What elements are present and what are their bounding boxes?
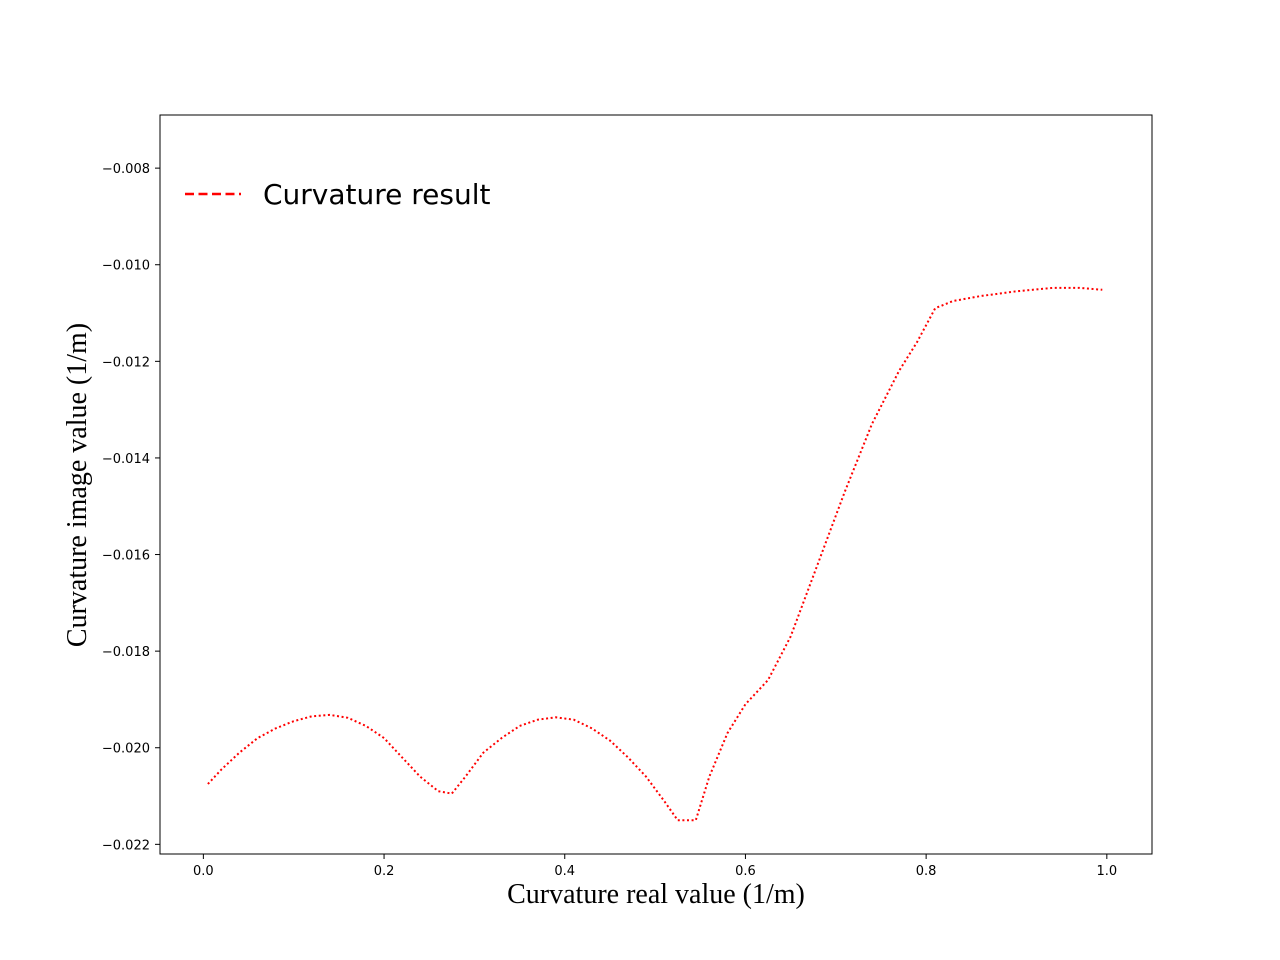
y-tick-label: −0.016 — [102, 549, 150, 564]
y-tick-label: −0.020 — [102, 742, 150, 757]
y-tick-label: −0.014 — [102, 452, 150, 467]
plot-area — [160, 115, 1152, 854]
y-axis: −0.008 −0.010 −0.012 −0.014 −0.016 −0.018 −0.0… — [102, 162, 160, 853]
x-tick-label: 0.0 — [193, 864, 214, 879]
x-tick-label: 0.6 — [735, 864, 756, 879]
x-tick-label: 0.8 — [916, 864, 937, 879]
y-tick-label: −0.018 — [102, 645, 150, 660]
legend: Curvature result — [185, 178, 491, 211]
x-tick-label: 0.2 — [374, 864, 395, 879]
y-axis-title: Curvature image value (1/m) — [62, 323, 93, 647]
x-tick-label: 0.4 — [554, 864, 575, 879]
plot-frame — [159, 114, 1153, 855]
y-tick-label: −0.008 — [102, 162, 150, 177]
legend-label: Curvature result — [263, 178, 491, 211]
x-axis-title: Curvature real value (1/m) — [507, 879, 805, 910]
y-tick-label: −0.012 — [102, 355, 150, 370]
y-tick-label: −0.022 — [102, 838, 150, 853]
series-line-0 — [207, 286, 1103, 822]
series-layer — [207, 286, 1103, 822]
x-axis: 0.0 0.2 0.4 0.6 0.8 1.0 — [193, 854, 1117, 879]
x-tick-label: 1.0 — [1096, 864, 1117, 879]
y-tick-label: −0.010 — [102, 259, 150, 274]
